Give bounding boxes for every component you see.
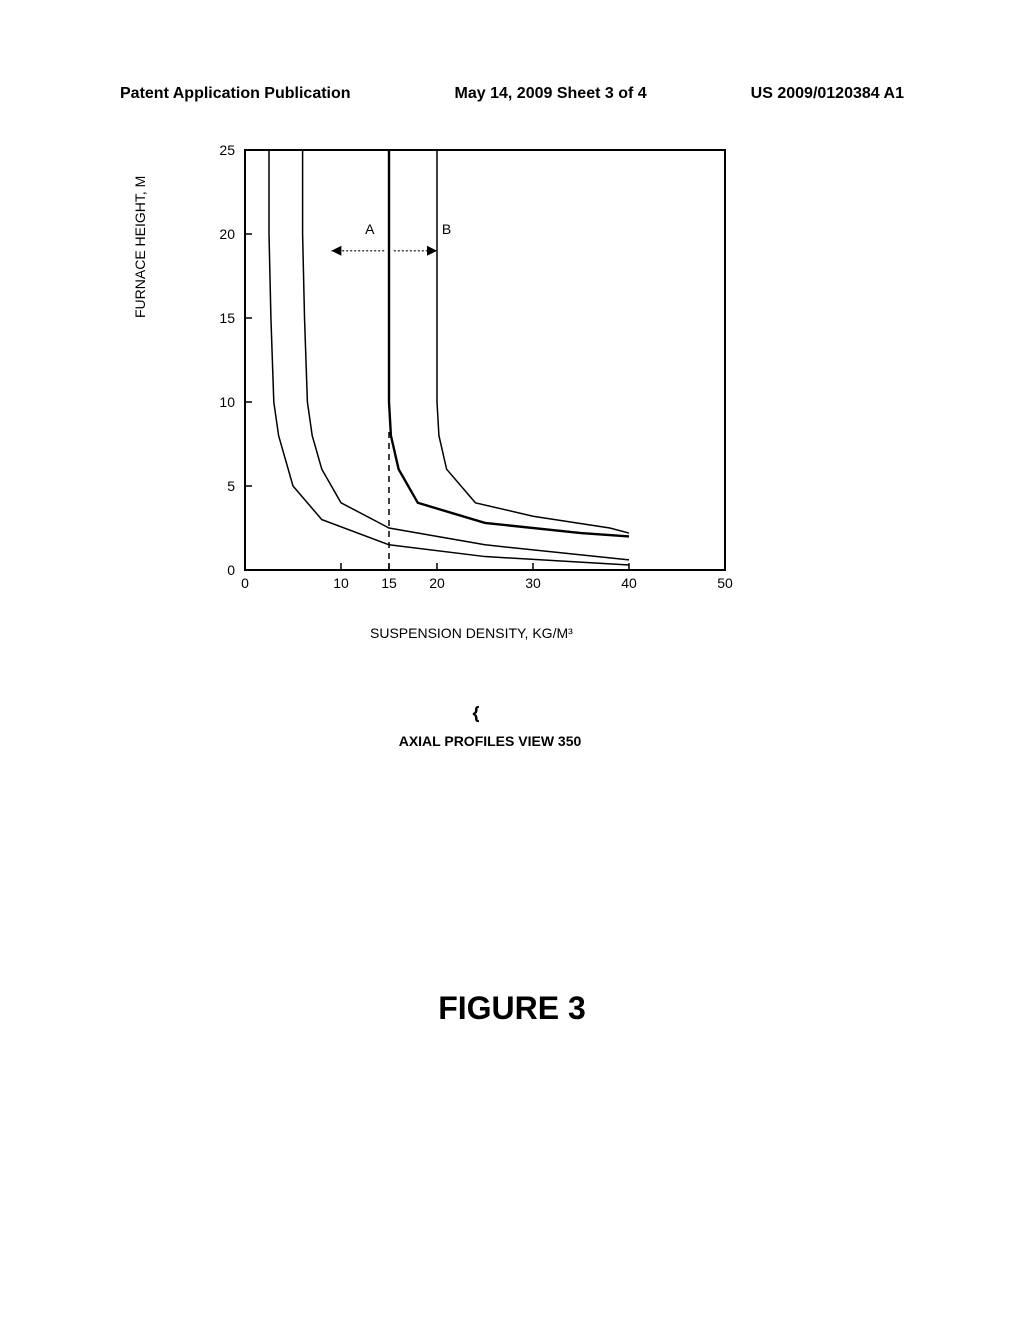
svg-text:B: B [442,221,451,237]
subtitle-container: ⏟ AXIAL PROFILES VIEW 350 [350,700,630,749]
chart-container: 0 10 20 30 40 50 15 0 5 10 15 20 25 A B [175,140,765,610]
svg-text:20: 20 [219,226,235,242]
figure-label: FIGURE 3 [0,990,1024,1027]
svg-text:15: 15 [219,310,235,326]
subtitle-text: AXIAL PROFILES VIEW 350 [350,733,630,749]
svg-text:20: 20 [429,575,445,591]
svg-text:40: 40 [621,575,637,591]
svg-text:30: 30 [525,575,541,591]
svg-text:A: A [365,221,375,237]
svg-text:25: 25 [219,142,235,158]
y-axis-label: FURNACE HEIGHT, M [132,176,148,318]
chart-svg: 0 10 20 30 40 50 15 0 5 10 15 20 25 A B [175,140,765,610]
svg-text:0: 0 [241,575,249,591]
x-axis-label: SUSPENSION DENSITY, KG/M³ [370,625,573,641]
svg-text:50: 50 [717,575,733,591]
header-right: US 2009/0120384 A1 [751,85,904,103]
header-center: May 14, 2009 Sheet 3 of 4 [455,85,647,103]
svg-text:10: 10 [333,575,349,591]
svg-text:0: 0 [227,562,235,578]
svg-text:5: 5 [227,478,235,494]
svg-text:15: 15 [381,575,397,591]
svg-text:10: 10 [219,394,235,410]
brace-icon: ⏟ [476,706,504,723]
header-left: Patent Application Publication [120,85,351,103]
